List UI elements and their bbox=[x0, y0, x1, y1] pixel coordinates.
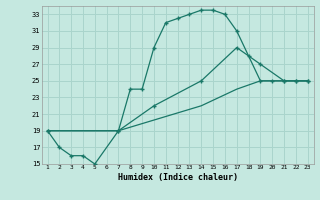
X-axis label: Humidex (Indice chaleur): Humidex (Indice chaleur) bbox=[118, 173, 237, 182]
